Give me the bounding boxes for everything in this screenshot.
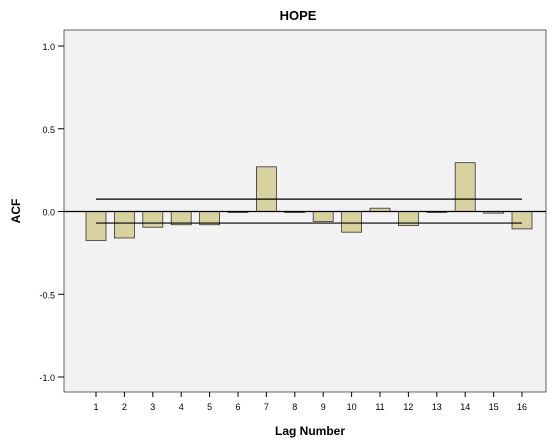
x-tick-label: 3: [150, 402, 155, 412]
y-tick-label: 0.5: [42, 125, 55, 135]
x-tick-label: 12: [403, 402, 413, 412]
x-tick-label: 11: [375, 402, 384, 412]
x-axis-label: Lag Number: [275, 424, 345, 438]
acf-bar-lag-2: [114, 211, 135, 239]
acf-bar-lag-3: [142, 211, 164, 228]
y-tick-label: -1.0: [39, 373, 55, 383]
y-tick-label: -0.5: [39, 290, 55, 300]
y-tick-label: 1.0: [42, 42, 55, 52]
x-tick-label: 5: [207, 402, 212, 412]
acf-bar-lag-14: [454, 162, 476, 212]
x-tick-label: 16: [517, 402, 527, 412]
x-tick-label: 4: [179, 402, 184, 412]
x-tick-label: 15: [489, 402, 499, 412]
x-tick-label: 6: [235, 402, 240, 412]
acf-bar-lag-1: [85, 211, 107, 241]
y-tick-label: 0.0: [42, 208, 55, 218]
chart-title: HOPE: [280, 8, 317, 23]
x-tick-label: 8: [292, 402, 297, 412]
x-axis: 1 2 3 4 5 6 7 8 9 10 11 12 13 14 15 16: [93, 392, 527, 412]
acf-bar-lag-16: [511, 211, 533, 230]
x-tick-label: 7: [264, 402, 269, 412]
x-tick-label: 10: [347, 402, 357, 412]
x-tick-label: 13: [432, 402, 442, 412]
x-tick-label: 1: [93, 402, 98, 412]
y-axis: -1.0 -0.5 0.0 0.5 1.0: [39, 42, 64, 383]
x-tick-label: 9: [321, 402, 326, 412]
y-axis-label: ACF: [9, 199, 23, 224]
x-tick-label: 2: [122, 402, 127, 412]
acf-bar-lag-7: [255, 166, 277, 212]
acf-bar-lag-10: [341, 211, 363, 233]
x-tick-label: 14: [460, 402, 470, 412]
acf-bar-lag-9: [312, 211, 334, 222]
